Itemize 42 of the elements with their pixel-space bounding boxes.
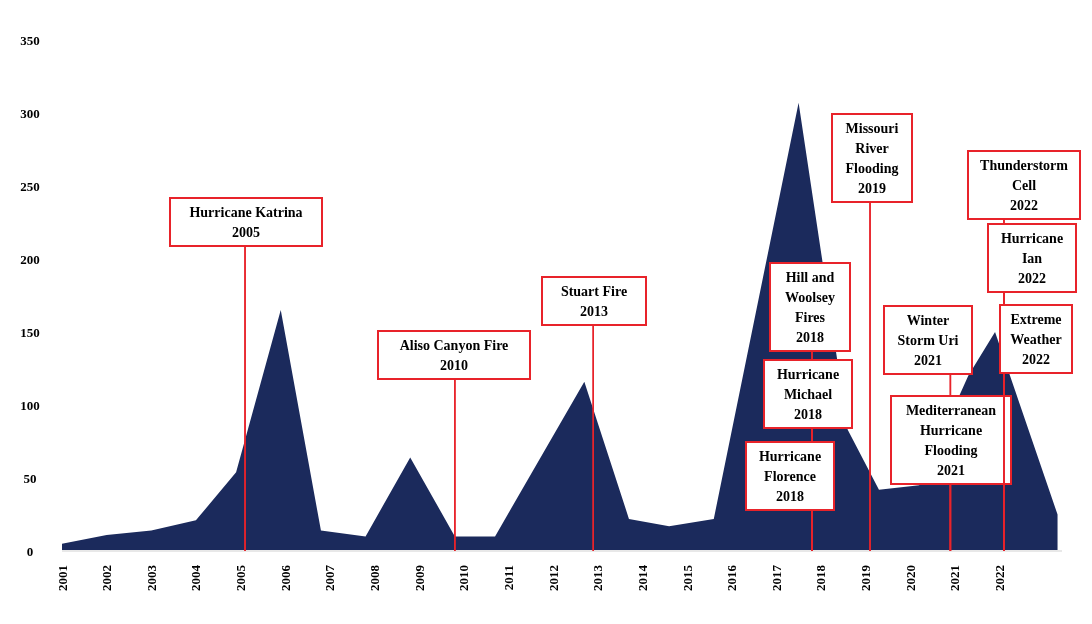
y-tick-label: 100 [20,397,40,413]
x-tick-label: 2020 [902,565,918,591]
y-tick-label: 300 [20,105,40,121]
x-tick-label: 2007 [322,564,338,591]
x-tick-label: 2003 [143,564,159,591]
annotation: Mediterranean Hurricane Flooding 2021 [905,403,997,478]
x-tick-label: 2015 [679,564,695,591]
x-tick-label: 2005 [233,564,249,591]
x-tick-label: 2006 [277,564,293,591]
annotation: Extreme Weather 2022 [1010,312,1062,367]
x-tick-label: 2009 [411,564,427,591]
annotation: Hurricane Michael 2018 [776,367,840,422]
x-tick-label: 2001 [54,565,70,591]
annotation: Hurricane Ian 2022 [1000,231,1064,286]
y-tick-label: 50 [23,470,37,486]
x-tick-label: 2019 [858,564,874,591]
x-tick-label: 2004 [188,564,204,591]
y-tick-label: 250 [20,178,40,194]
x-tick-label: 2011 [500,565,516,591]
x-tick-label: 2010 [456,565,472,591]
annotation: Hurricane Florence 2018 [758,449,822,504]
annotation: Stuart Fire 2013 [560,284,628,319]
annotation: Thunderstorm Cell 2022 [980,158,1069,213]
x-tick-label: 2013 [590,564,606,591]
annotation: Hill and Woolsey Fires 2018 [785,270,835,345]
x-tick-label: 2021 [947,565,963,591]
x-tick-label: 2008 [367,564,383,591]
x-tick-label: 2016 [724,564,740,591]
annotation: Hurricane Katrina 2005 [189,205,303,240]
x-tick-label: 2017 [768,564,784,591]
annotation: Aliso Canyon Fire 2010 [399,338,509,373]
y-tick-label: 200 [20,251,40,267]
x-tick-label: 2012 [545,565,561,591]
annotation: Missouri River Flooding 2019 [845,121,899,196]
x-tick-label: 2002 [99,565,115,591]
y-tick-label: 350 [20,32,40,48]
annotation: Winter Storm Uri 2021 [897,313,959,368]
x-tick-label: 2018 [813,564,829,591]
y-tick-label: 150 [20,324,40,340]
x-tick-label: 2014 [634,564,650,591]
x-tick-label: 2022 [992,565,1008,591]
y-tick-label: 0 [26,543,34,559]
